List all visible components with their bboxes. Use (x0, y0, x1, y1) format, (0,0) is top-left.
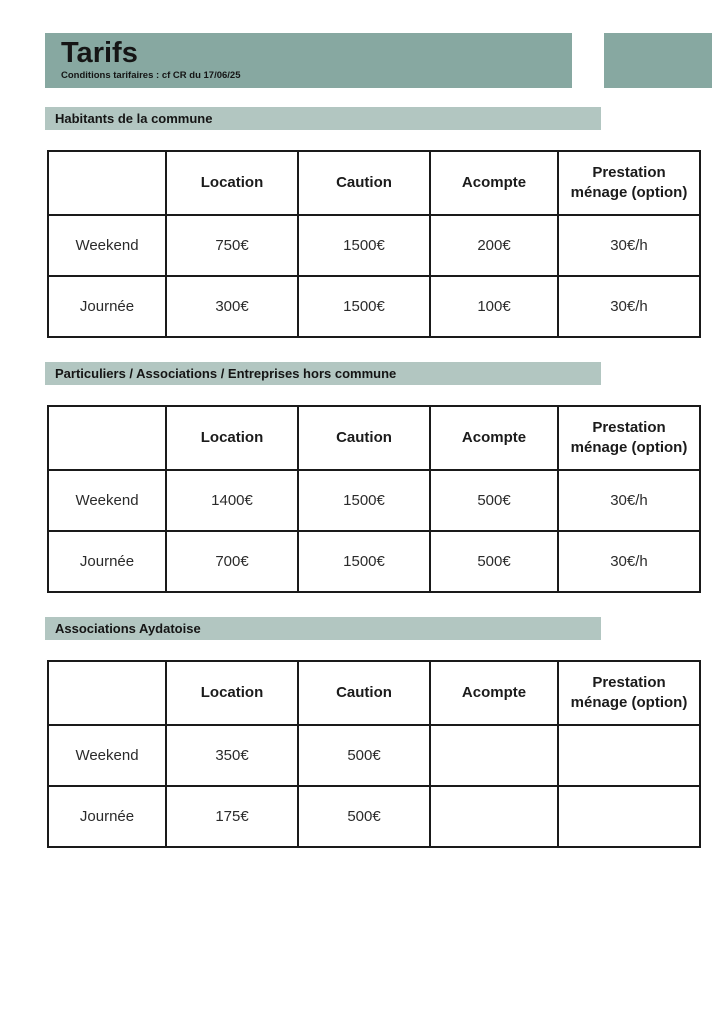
table-cell (429, 724, 559, 787)
column-header-caution: Caution (297, 405, 431, 471)
table-cell: 500€ (297, 785, 431, 848)
pricing-table-associations-aydatoise: Location Caution Acompte Prestation ména… (47, 660, 701, 848)
table-cell: 1500€ (297, 214, 431, 277)
table-row-journee: Journée 700€ 1500€ 500€ 30€/h (47, 530, 701, 593)
table-row-weekend: Weekend 350€ 500€ (47, 724, 701, 787)
table-cell: 700€ (165, 530, 299, 593)
table-header-row: Location Caution Acompte Prestation ména… (47, 660, 701, 726)
row-label: Journée (47, 530, 167, 593)
column-header-acompte: Acompte (429, 150, 559, 216)
row-label: Weekend (47, 214, 167, 277)
table-cell: 100€ (429, 275, 559, 338)
table-cell: 1500€ (297, 530, 431, 593)
title-banner: Tarifs Conditions tarifaires : cf CR du … (45, 33, 572, 88)
table-cell: 30€/h (557, 214, 701, 277)
section-header-associations-aydatoise: Associations Aydatoise (45, 617, 601, 640)
table-cell: 1500€ (297, 275, 431, 338)
table-cell (429, 785, 559, 848)
row-label: Weekend (47, 469, 167, 532)
table-cell: 1400€ (165, 469, 299, 532)
table-cell (557, 724, 701, 787)
section-header-habitants-commune: Habitants de la commune (45, 107, 601, 130)
table-cell: 175€ (165, 785, 299, 848)
column-header-acompte: Acompte (429, 660, 559, 726)
page-header: Tarifs Conditions tarifaires : cf CR du … (45, 33, 724, 88)
row-label: Weekend (47, 724, 167, 787)
corner-cell (47, 150, 167, 216)
header-accent-block (604, 33, 712, 88)
pricing-table-hors-commune: Location Caution Acompte Prestation ména… (47, 405, 701, 593)
table-row-weekend: Weekend 1400€ 1500€ 500€ 30€/h (47, 469, 701, 532)
table-cell: 30€/h (557, 275, 701, 338)
column-header-acompte: Acompte (429, 405, 559, 471)
table-cell (557, 785, 701, 848)
table-cell: 350€ (165, 724, 299, 787)
table-cell: 300€ (165, 275, 299, 338)
table-cell: 500€ (297, 724, 431, 787)
column-header-caution: Caution (297, 150, 431, 216)
column-header-menage: Prestation ménage (option) (557, 405, 701, 471)
column-header-menage: Prestation ménage (option) (557, 150, 701, 216)
row-label: Journée (47, 785, 167, 848)
column-header-caution: Caution (297, 660, 431, 726)
section-header-hors-commune: Particuliers / Associations / Entreprise… (45, 362, 601, 385)
table-header-row: Location Caution Acompte Prestation ména… (47, 150, 701, 216)
table-cell: 30€/h (557, 530, 701, 593)
column-header-location: Location (165, 660, 299, 726)
table-row-journee: Journée 300€ 1500€ 100€ 30€/h (47, 275, 701, 338)
table-cell: 750€ (165, 214, 299, 277)
column-header-menage: Prestation ménage (option) (557, 660, 701, 726)
table-cell: 500€ (429, 469, 559, 532)
table-header-row: Location Caution Acompte Prestation ména… (47, 405, 701, 471)
row-label: Journée (47, 275, 167, 338)
pricing-table-habitants-commune: Location Caution Acompte Prestation ména… (47, 150, 701, 338)
table-cell: 1500€ (297, 469, 431, 532)
corner-cell (47, 660, 167, 726)
table-cell: 200€ (429, 214, 559, 277)
table-row-journee: Journée 175€ 500€ (47, 785, 701, 848)
table-cell: 30€/h (557, 469, 701, 532)
page-title: Tarifs (61, 37, 138, 69)
table-cell: 500€ (429, 530, 559, 593)
column-header-location: Location (165, 405, 299, 471)
table-row-weekend: Weekend 750€ 1500€ 200€ 30€/h (47, 214, 701, 277)
corner-cell (47, 405, 167, 471)
column-header-location: Location (165, 150, 299, 216)
page-subtitle: Conditions tarifaires : cf CR du 17/06/2… (61, 70, 241, 82)
